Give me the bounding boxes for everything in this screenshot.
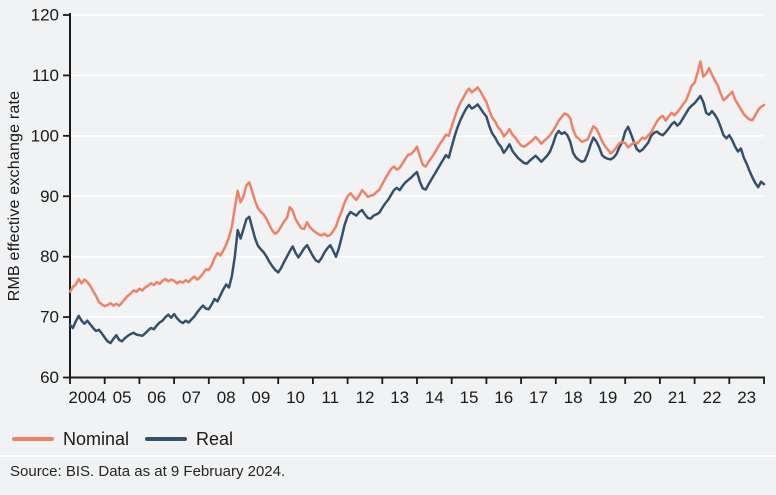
y-tick-label: 110 xyxy=(32,66,59,85)
x-tick-label: 16 xyxy=(494,388,513,407)
nominal-line xyxy=(68,60,766,308)
x-tick-label: 14 xyxy=(425,388,444,407)
y-axis-title: RMB effective exchange rate xyxy=(6,90,23,302)
x-tick-label: 17 xyxy=(529,388,548,407)
x-tick-label: 21 xyxy=(668,388,687,407)
y-tick-label: 120 xyxy=(31,6,59,25)
real-line xyxy=(68,94,766,345)
x-tick-label: 11 xyxy=(321,388,339,407)
chart-svg: 60 70 80 90 100 110 120 2004 05 06 07 08 09 10 11 12 13 1… xyxy=(31,6,766,407)
legend-swatch-real-icon xyxy=(145,437,188,441)
legend-label-real: Real xyxy=(196,428,234,449)
x-tick-label: 07 xyxy=(182,388,201,407)
x-tick-label: 08 xyxy=(217,388,236,407)
x-tick-label: 18 xyxy=(564,388,583,407)
y-tick-label: 70 xyxy=(40,308,59,327)
x-tick-label: 2004 xyxy=(68,388,106,407)
x-tick-label: 20 xyxy=(633,388,652,407)
y-tick-label: 80 xyxy=(40,247,59,266)
x-tick-label: 06 xyxy=(147,388,166,407)
x-tick-label: 12 xyxy=(355,388,374,407)
divider-line xyxy=(0,455,776,457)
legend: Nominal Real xyxy=(12,428,233,450)
x-tick-label: 19 xyxy=(598,388,617,407)
x-tick-label: 22 xyxy=(702,388,721,407)
x-tick-label: 23 xyxy=(737,388,756,407)
legend-swatch-nominal-icon xyxy=(12,437,54,441)
legend-label-nominal: Nominal xyxy=(63,428,130,449)
y-tick-label: 60 xyxy=(40,368,59,387)
source-note: Source: BIS. Data as at 9 February 2024. xyxy=(10,463,286,480)
x-tick-label: 10 xyxy=(286,388,305,407)
y-tick-label: 100 xyxy=(31,126,59,145)
x-tick-label: 09 xyxy=(251,388,270,407)
x-tick-label: 05 xyxy=(113,388,132,407)
x-tick-label: 15 xyxy=(460,388,479,407)
y-tick-label: 90 xyxy=(40,187,59,206)
x-tick-label: 13 xyxy=(390,388,409,407)
